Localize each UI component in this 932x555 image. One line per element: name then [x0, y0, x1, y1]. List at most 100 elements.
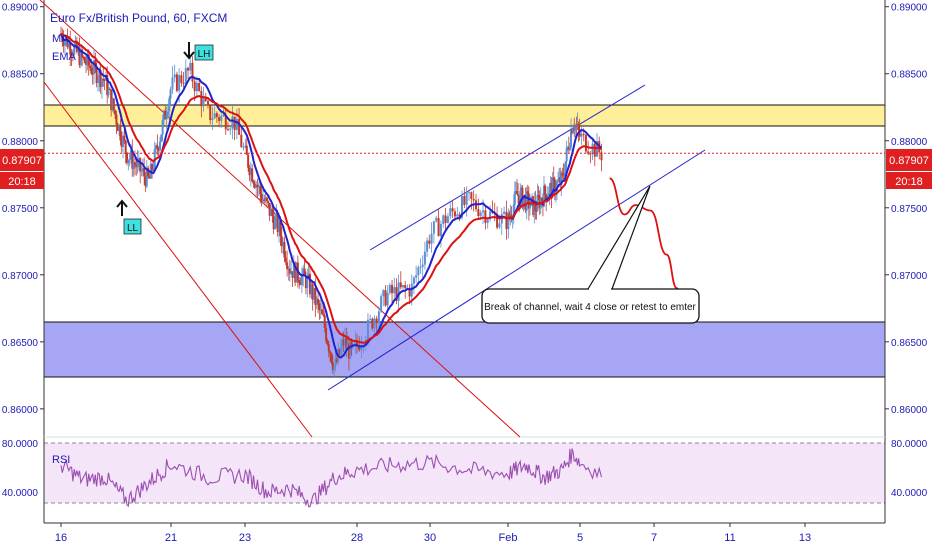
- candle-body: [345, 338, 348, 349]
- candle-body: [458, 214, 461, 218]
- candle-body: [156, 145, 159, 149]
- ll-badge: [123, 218, 142, 235]
- candle-body: [326, 340, 329, 345]
- candle-body: [249, 168, 252, 176]
- candle-body: [168, 98, 171, 112]
- candle-body: [408, 287, 411, 297]
- ll-marker: LL: [116, 199, 142, 235]
- x-tick-label: 7: [651, 532, 657, 544]
- candle-body: [303, 268, 306, 276]
- candle-body: [322, 314, 325, 316]
- countdown-badge-left-bg: [0, 172, 44, 189]
- candle-body: [70, 54, 73, 56]
- candle-body: [161, 120, 164, 135]
- candle-body: [133, 162, 136, 165]
- candle-body: [290, 271, 293, 274]
- candle-body: [432, 221, 435, 234]
- candle-body: [300, 275, 303, 285]
- candle-body: [195, 82, 198, 92]
- rsi-tick-label-left: 80.0000: [2, 439, 39, 450]
- x-tick-label: 28: [351, 532, 363, 544]
- candle-body: [256, 184, 259, 188]
- candle-body: [128, 158, 131, 160]
- price-badge-right: 0.87907 20:18: [886, 149, 932, 189]
- candle-body: [460, 196, 463, 218]
- candle-body: [580, 134, 583, 137]
- candle-body: [360, 345, 363, 350]
- candle-body: [90, 67, 93, 74]
- candle-body: [135, 164, 138, 168]
- candle-body: [559, 177, 562, 185]
- candle-body: [375, 318, 378, 323]
- chart-title: Euro Fx/British Pound, 60, FXCM: [50, 11, 227, 25]
- rsi-axis: 80.0000 80.0000 40.0000 40.0000: [2, 439, 928, 499]
- candle-body: [545, 194, 548, 202]
- candle-body: [261, 199, 264, 202]
- x-tick-label: 21: [165, 532, 177, 544]
- candle-body: [71, 54, 74, 56]
- ma-line: [60, 33, 603, 359]
- candle-body: [211, 118, 214, 121]
- candle-body: [543, 185, 545, 207]
- candle-body: [198, 82, 201, 91]
- candle-body: [577, 124, 580, 131]
- candle-body: [449, 208, 452, 217]
- candle-body: [282, 242, 285, 247]
- support-zone: [43, 321, 886, 378]
- candle-body: [578, 130, 581, 137]
- candle-body: [74, 40, 77, 46]
- candle-body: [419, 266, 422, 268]
- candle-body: [107, 88, 110, 96]
- candle-body: [512, 204, 515, 218]
- candle-body: [264, 197, 267, 202]
- candle-body: [600, 152, 603, 161]
- candle-body: [519, 190, 522, 206]
- candle-body: [180, 75, 183, 83]
- candle-body: [87, 54, 90, 66]
- candle-body: [347, 343, 350, 359]
- rsi-label: RSI: [52, 454, 70, 466]
- candle-body: [123, 135, 126, 141]
- candle-body: [302, 268, 305, 276]
- candle-body: [479, 212, 482, 217]
- candle-body: [171, 77, 174, 90]
- candle-body: [540, 198, 543, 201]
- candle-body: [563, 174, 566, 176]
- candle-body: [325, 328, 328, 341]
- candle-body: [93, 60, 95, 75]
- right-tick-label: 0.89000: [891, 3, 928, 14]
- up-arrow-icon: [116, 199, 128, 216]
- candle-body: [111, 98, 114, 111]
- candle-body: [430, 233, 433, 244]
- price-badge-right-bg: [886, 149, 932, 171]
- candle-body: [572, 128, 575, 134]
- candle-body: [369, 318, 372, 320]
- candle-body: [116, 124, 119, 131]
- candle-body: [148, 176, 151, 179]
- candle-body: [252, 181, 255, 184]
- candle-body: [468, 192, 470, 194]
- candle-body: [558, 177, 561, 181]
- candle-body: [178, 75, 181, 91]
- candle-body: [571, 130, 574, 134]
- candle-body: [561, 172, 564, 174]
- candle-body: [63, 40, 66, 46]
- candle-body: [271, 208, 274, 217]
- candle-body: [366, 319, 369, 340]
- candle-body: [100, 78, 103, 87]
- callout-pointer: [587, 185, 651, 290]
- candle-body: [132, 162, 135, 169]
- candle-body: [255, 184, 258, 188]
- candle-body: [317, 298, 320, 304]
- candle-body: [404, 285, 407, 289]
- candle-body: [527, 193, 530, 209]
- candle-body: [276, 213, 279, 233]
- down-arrow-icon: [183, 42, 195, 60]
- candle-body: [334, 358, 337, 367]
- candle-body: [446, 216, 449, 224]
- candle-body: [247, 154, 250, 168]
- right-tick-label: 0.86000: [891, 405, 928, 416]
- candle-body: [566, 146, 569, 148]
- candle-body: [78, 48, 81, 66]
